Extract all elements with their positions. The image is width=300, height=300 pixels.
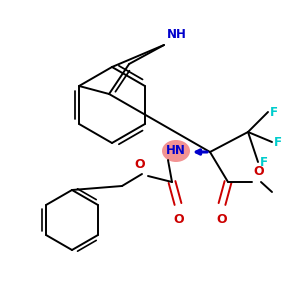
Text: O: O [174, 213, 184, 226]
Text: F: F [270, 106, 278, 118]
Text: NH: NH [167, 28, 187, 41]
Ellipse shape [162, 140, 190, 162]
Text: O: O [134, 158, 145, 171]
Text: HN: HN [166, 145, 186, 158]
Text: O: O [217, 213, 227, 226]
Text: F: F [274, 136, 282, 148]
Text: F: F [260, 157, 268, 169]
Text: O: O [253, 165, 264, 178]
